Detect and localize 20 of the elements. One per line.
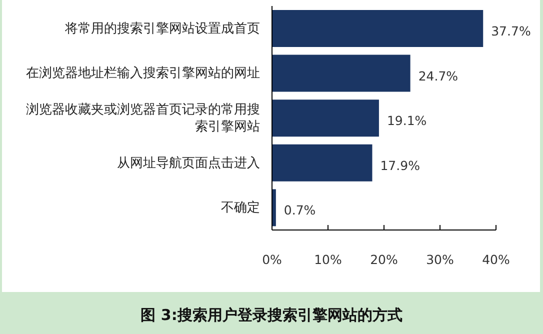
- bar: [272, 10, 484, 47]
- data-label: 24.7%: [418, 68, 458, 84]
- x-tick-label: 30%: [426, 252, 454, 267]
- data-label: 17.9%: [380, 158, 420, 173]
- y-tick-label: 不确定: [221, 200, 260, 216]
- data-label: 37.7%: [491, 24, 531, 38]
- data-label: 19.1%: [386, 113, 427, 128]
- x-tick-label: 10%: [314, 252, 342, 267]
- x-tick-label: 0%: [262, 252, 282, 267]
- y-tick-label: 从网址导航页面点击进入: [117, 155, 260, 170]
- bar: [272, 144, 372, 182]
- y-tick-label: 将常用的搜索引擎网站设置成首页: [64, 20, 260, 36]
- bar: [272, 100, 379, 137]
- x-tick-label: 40%: [482, 252, 510, 267]
- data-label: 0.7%: [284, 202, 316, 218]
- x-tick-label: 20%: [370, 252, 398, 267]
- y-tick-label: 浏览器收藏夹或浏览器首页记录的常用搜索引擎网站: [26, 102, 260, 134]
- text: 图 3:搜索用户登录搜索引擎网站的方式: [140, 306, 404, 325]
- y-tick-label: 在浏览器地址栏输入搜索引擎网站的网址: [26, 66, 260, 81]
- bar: [272, 54, 410, 92]
